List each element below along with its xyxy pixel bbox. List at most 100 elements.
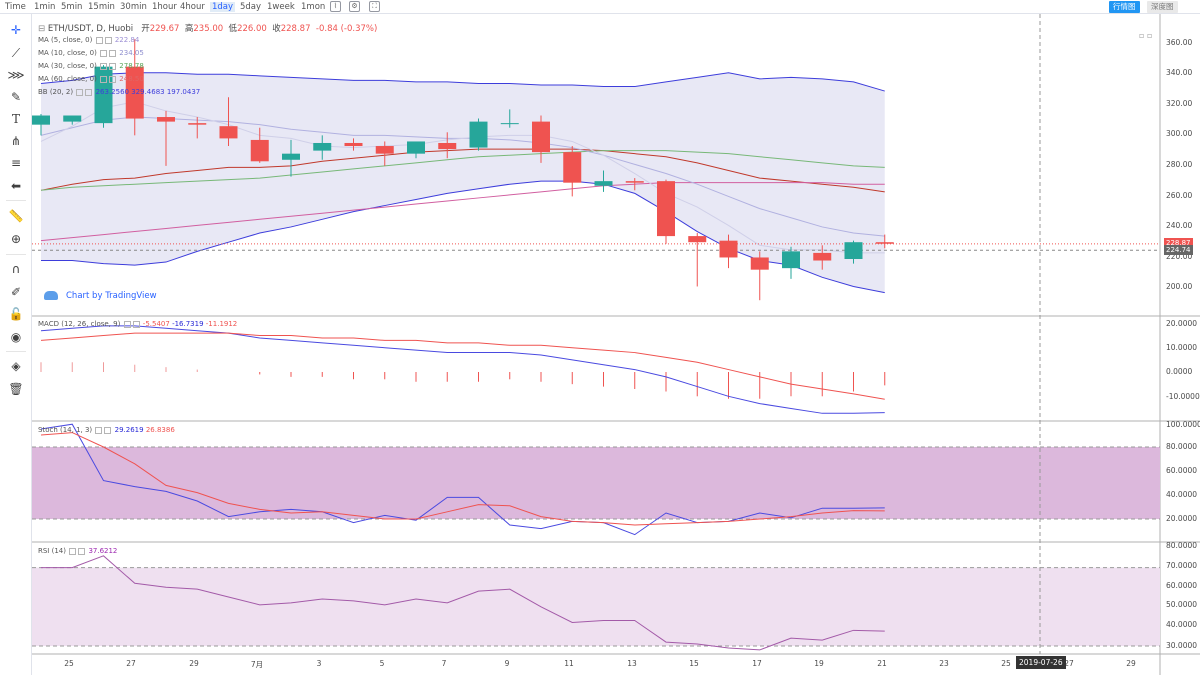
candle-body — [782, 251, 800, 269]
close-icon[interactable] — [109, 49, 117, 57]
crosshair-icon[interactable]: ✛ — [10, 23, 22, 37]
ma5-line — [40, 101, 885, 254]
pattern-icon[interactable]: ⋔ — [10, 134, 22, 148]
price-tick: 360.00 — [1166, 38, 1193, 47]
tf-5min[interactable]: 5min — [61, 2, 83, 12]
close-icon[interactable] — [104, 426, 112, 434]
layers-icon[interactable]: ◈ — [11, 359, 21, 373]
close-icon[interactable] — [78, 547, 86, 555]
macd-tick: 0.0000 — [1166, 367, 1193, 376]
price-tick: 300.00 — [1166, 129, 1193, 138]
legend-ma10-name: MA (10, close, 0) — [38, 49, 97, 57]
text-tool-icon[interactable]: T — [11, 112, 20, 126]
candle-body — [625, 181, 644, 183]
close-value: 228.87 — [280, 24, 311, 34]
tf-1hour[interactable]: 1hour — [152, 2, 177, 12]
eye-toggle-icon[interactable] — [95, 36, 103, 44]
fullscreen-icon[interactable]: ⛶ — [369, 1, 380, 12]
rsi-value: 37.6212 — [88, 547, 118, 555]
tf-1week[interactable]: 1week — [267, 2, 295, 12]
tf-1min[interactable]: 1min — [34, 2, 56, 12]
brush-icon[interactable]: ✎ — [10, 90, 22, 104]
toolbar-divider — [6, 254, 26, 255]
last-price-badge: 228.87 — [1164, 238, 1193, 248]
legend-ma5[interactable]: MA (5, close, 0) 222.84 — [38, 34, 200, 47]
tf-5day[interactable]: 5day — [240, 2, 262, 12]
eye-toggle-icon[interactable] — [95, 426, 103, 434]
close-label: 收 — [272, 24, 281, 34]
legend-ma60[interactable]: MA (60, close, 0) 248.50 — [38, 73, 200, 86]
close-icon[interactable] — [104, 36, 112, 44]
legend-bb[interactable]: BB (20, 2) 263.2560 329.4683 197.0437 — [38, 86, 200, 99]
stoch-band — [32, 447, 1160, 519]
eye-toggle-icon[interactable] — [76, 88, 84, 96]
candle-body — [407, 141, 425, 154]
legend-ma30[interactable]: MA (30, close, 0) 278.78 — [38, 60, 200, 73]
zoom-in-icon[interactable]: ⊕ — [10, 232, 22, 246]
date-tick: 27 — [126, 659, 136, 668]
close-icon[interactable] — [109, 62, 117, 70]
tf-4hour[interactable]: 4hour — [180, 2, 205, 12]
close-icon[interactable] — [109, 75, 117, 83]
rsi-band — [32, 567, 1160, 646]
rsi-tick: 40.0000 — [1166, 620, 1198, 629]
collapse-icon[interactable]: ⊟ — [38, 24, 46, 34]
indicator-legend: MA (5, close, 0) 222.84 MA (10, close, 0… — [38, 34, 200, 99]
macd-signal-line — [40, 332, 885, 400]
depth-chart-button[interactable]: 深度图 — [1147, 1, 1178, 13]
candle-body — [250, 139, 269, 162]
date-tick: 17 — [752, 659, 762, 668]
candle-body — [438, 142, 457, 150]
rsi-tick: 70.0000 — [1166, 561, 1198, 570]
macd-line — [40, 325, 885, 414]
eye-toggle-icon[interactable] — [100, 75, 108, 83]
date-tick: 15 — [689, 659, 699, 668]
legend-ma60-name: MA (60, close, 0) — [38, 75, 97, 83]
fib-tool-icon[interactable]: ⋙ — [7, 68, 25, 82]
candle-body — [844, 242, 863, 259]
close-icon[interactable] — [85, 88, 93, 96]
candle-body — [657, 181, 675, 237]
back-arrow-icon[interactable]: ⬅ — [10, 179, 22, 193]
macd-tick: 20.0000 — [1166, 319, 1198, 328]
eye-toggle-icon[interactable] — [100, 49, 108, 57]
eye-toggle-icon[interactable] — [69, 547, 77, 555]
eye-toggle-icon[interactable] — [123, 320, 131, 328]
tf-15min[interactable]: 15min — [88, 2, 115, 12]
draw-mode-icon[interactable]: ✐ — [10, 285, 22, 299]
rsi-tick: 60.0000 — [1166, 581, 1198, 590]
chart-type-icon[interactable]: ⌇ — [330, 1, 341, 12]
ruler-icon[interactable]: 📏 — [8, 209, 24, 223]
price-tick: 320.00 — [1166, 99, 1193, 108]
candle-body — [157, 117, 175, 122]
tf-30min[interactable]: 30min — [120, 2, 147, 12]
date-tick: 13 — [627, 659, 637, 668]
trend-line-icon[interactable]: ⟋ — [11, 46, 21, 60]
magnet-icon[interactable]: ∩ — [11, 262, 21, 276]
close-icon[interactable] — [132, 320, 140, 328]
candle-body — [813, 252, 832, 261]
tf-1day[interactable]: 1day — [210, 2, 236, 12]
prediction-icon[interactable]: ≡ — [10, 156, 22, 170]
bb-upper-line — [40, 72, 885, 92]
date-tick: 11 — [564, 659, 574, 668]
settings-icon[interactable]: ⚙ — [349, 1, 360, 12]
high-label: 高 — [184, 24, 194, 34]
stoch-legend: Stoch (14, 1, 3) 29.2619 26.8386 — [38, 424, 175, 437]
trash-icon[interactable]: 🗑 — [8, 382, 24, 396]
eye-toggle-icon[interactable] — [100, 62, 108, 70]
tf-1mon[interactable]: 1mon — [301, 2, 326, 12]
tradingview-watermark[interactable]: Chart by TradingView — [44, 291, 157, 301]
macd-label: MACD (12, 26, close, 9) — [38, 320, 121, 328]
candle-body — [875, 242, 894, 244]
price-tick: 220.00 — [1166, 252, 1193, 261]
market-chart-button[interactable]: 行情图 — [1109, 1, 1140, 13]
lock-icon[interactable]: 🔓 — [8, 307, 24, 321]
pane-maximize-icon[interactable]: ▫ ▫ — [1139, 31, 1153, 40]
price-tick: 340.00 — [1166, 68, 1193, 77]
toolbar-divider — [6, 351, 26, 352]
eye-icon[interactable]: ◉ — [10, 330, 22, 344]
legend-ma10[interactable]: MA (10, close, 0) 234.05 — [38, 47, 200, 60]
bb-basis-line — [40, 148, 885, 193]
